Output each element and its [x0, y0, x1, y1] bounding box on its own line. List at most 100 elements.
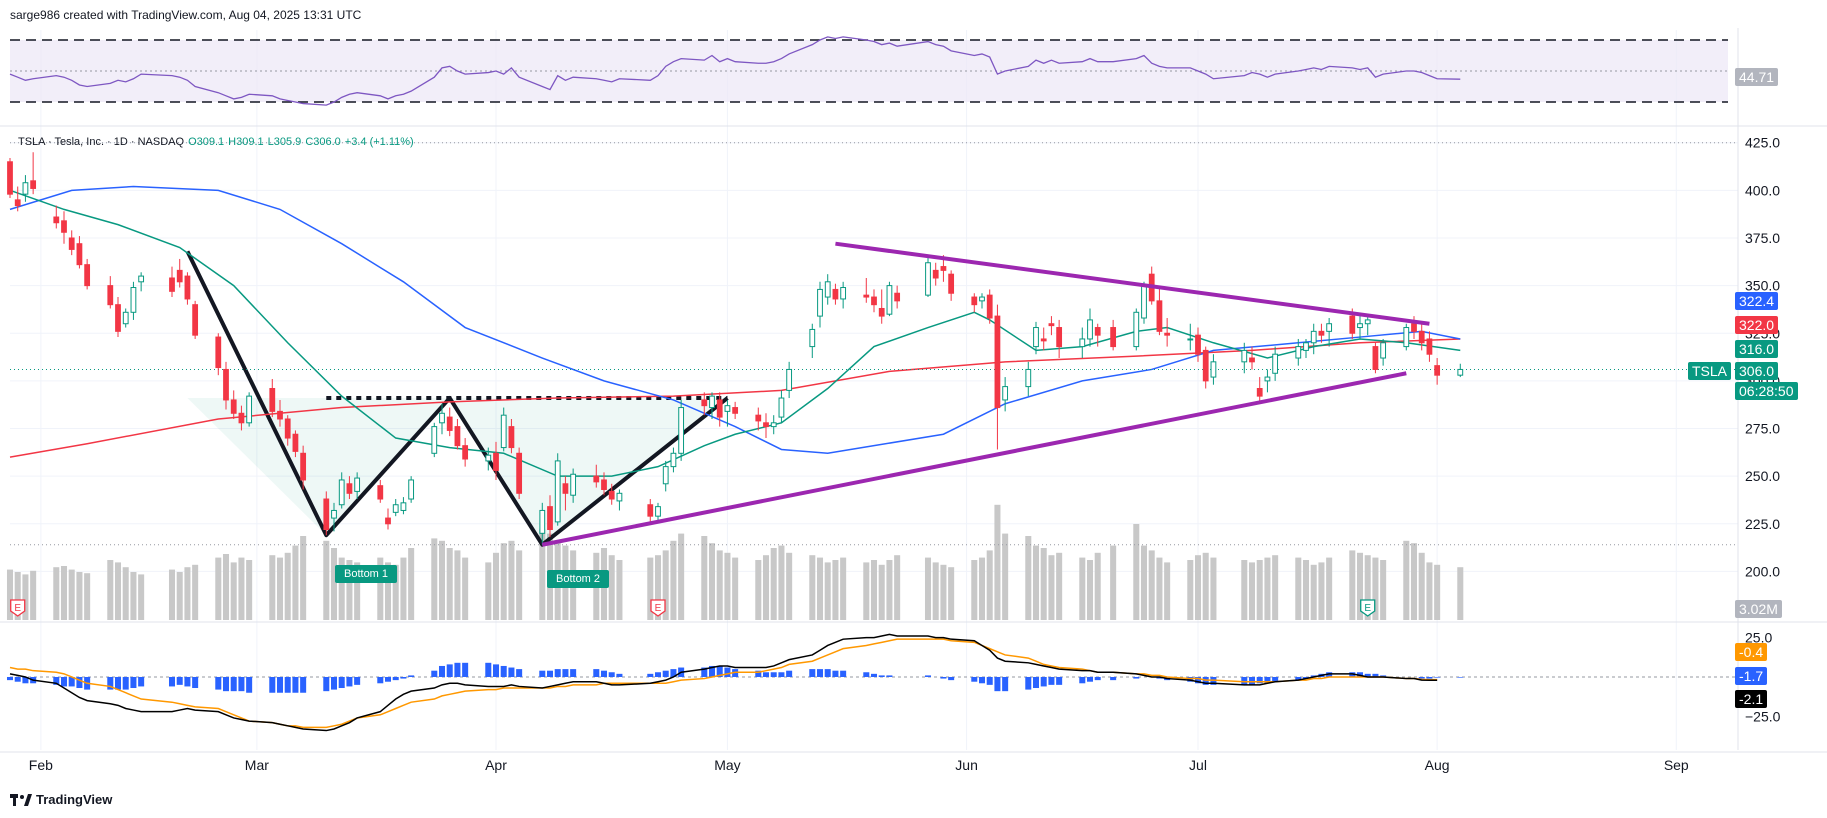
candle-body: [778, 397, 785, 418]
candle-body: [994, 315, 1001, 409]
macd-hist-bar: [446, 664, 453, 677]
candle-body: [1364, 319, 1371, 325]
candle-body: [1048, 323, 1055, 327]
macd-hist-bar: [870, 673, 878, 677]
macd-hist-bar: [1326, 672, 1333, 677]
macd-hist-bar: [940, 676, 947, 679]
volume-bar: [53, 567, 60, 620]
macd-hist-bar: [1086, 676, 1094, 682]
candle-body: [647, 504, 654, 517]
volume-bar: [276, 557, 284, 620]
candle-body: [223, 368, 229, 401]
candle-body: [439, 412, 445, 424]
candle-body: [1056, 327, 1063, 348]
volume-bar: [809, 555, 816, 620]
tradingview-logo[interactable]: TradingView: [10, 792, 112, 807]
macd-hist-bar: [1295, 676, 1302, 681]
candle-body: [115, 304, 121, 332]
candle-body: [1040, 338, 1047, 342]
candle-body: [770, 422, 777, 428]
candle-body: [670, 452, 677, 468]
volume-bar: [1272, 555, 1279, 620]
candle-body: [377, 485, 384, 500]
candle-body: [1164, 332, 1171, 336]
macd-hist-bar: [114, 676, 122, 690]
volume-bar: [1302, 560, 1310, 620]
chart-credit: sarge986 created with TradingView.com, A…: [10, 8, 362, 22]
macd-hist-bar: [392, 676, 399, 681]
macd-hist-bar: [60, 676, 68, 687]
candle-body: [940, 266, 947, 271]
volume-bar: [323, 540, 330, 620]
candle-body: [701, 399, 708, 407]
bottom-1-label: Bottom 1: [335, 565, 398, 583]
candle-body: [1310, 330, 1317, 344]
volume-bar: [1048, 555, 1055, 620]
candle-body: [300, 452, 307, 481]
volume-bar: [246, 560, 253, 620]
volume-bar: [354, 562, 361, 620]
price-tick-label: 200.0: [1745, 563, 1780, 579]
bottom-2-label: Bottom 2: [547, 570, 610, 588]
macd-hist-bar: [454, 662, 461, 677]
macd-hist-tag: -0.4: [1735, 643, 1768, 661]
volume-bar: [1418, 552, 1425, 620]
macd-hist-bar: [269, 676, 276, 693]
candle-body: [400, 502, 407, 511]
candle-body: [1256, 388, 1263, 397]
macd-hist-bar: [300, 676, 307, 693]
candle-body: [662, 466, 669, 485]
candle-body: [176, 269, 183, 283]
macd-hist-bar: [284, 676, 291, 693]
earnings-marker: [1360, 599, 1376, 617]
macd-hist-bar: [1025, 676, 1032, 690]
volume-bar: [438, 540, 446, 620]
macd-hist-bar: [732, 669, 739, 677]
volume-bar: [539, 528, 546, 620]
candle-body: [385, 517, 391, 525]
macd-hist-bar: [22, 676, 29, 684]
volume-bar: [1434, 564, 1441, 620]
macd-hist-bar: [338, 676, 345, 689]
volume-bar: [1426, 562, 1433, 620]
candle-body: [1033, 327, 1039, 348]
earnings-marker: [10, 599, 26, 617]
candle-body: [678, 407, 685, 454]
volume-bar: [724, 552, 731, 620]
volume-bar: [824, 562, 831, 620]
macd-hist-bar: [1156, 676, 1163, 679]
candle-body: [809, 328, 816, 348]
sma50-tag: 322.4: [1735, 292, 1779, 310]
candle-body: [817, 288, 823, 317]
volume-bar: [60, 566, 68, 620]
candle-body: [1403, 327, 1410, 348]
macd-hist-bar: [832, 670, 839, 677]
price-tick-label: 225.0: [1745, 516, 1780, 532]
macd-hist-bar: [948, 676, 955, 681]
sma200-tag: 322.0: [1735, 316, 1779, 334]
macd-hist-bar: [346, 676, 353, 687]
candle-body: [840, 287, 847, 300]
candle-body: [61, 220, 67, 233]
volume-bar: [670, 540, 677, 620]
time-tick-label: Jul: [1189, 757, 1207, 773]
macd-hist-bar: [1032, 676, 1040, 689]
volume-bar: [238, 557, 245, 620]
candle-body: [971, 296, 978, 306]
candle-body: [1141, 285, 1147, 319]
volume-bar: [1380, 560, 1387, 620]
macd-hist-bar: [68, 676, 75, 687]
candle-body: [1434, 365, 1441, 376]
macd-hist-bar: [786, 670, 793, 677]
rsi-line: [9, 36, 1461, 106]
triangle-upper-line: [835, 241, 1430, 326]
macd-hist-bar: [377, 676, 384, 684]
sma50-line: [9, 185, 1461, 455]
candle-body: [508, 426, 515, 449]
volume-bar: [446, 548, 453, 620]
candle-body: [493, 452, 499, 471]
volume-bar: [1248, 562, 1256, 620]
macd-hist-bar: [276, 676, 284, 693]
candle-body: [1241, 349, 1248, 363]
